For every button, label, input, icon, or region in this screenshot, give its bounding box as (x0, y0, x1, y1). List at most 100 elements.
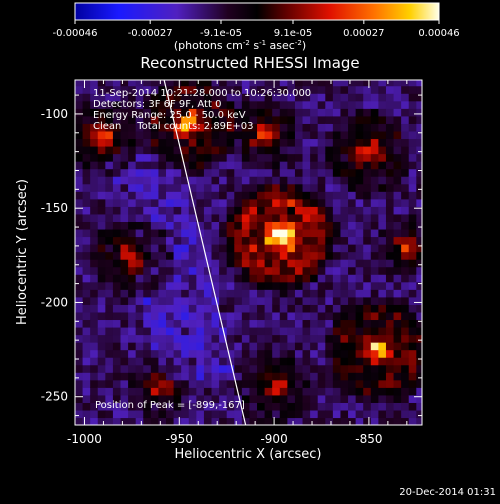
annotation-block: 11-Sep-2014 10:21:28.000 to 10:26:30.000… (93, 88, 311, 132)
heatmap-cell (211, 357, 220, 366)
heatmap-cell (355, 402, 364, 411)
heatmap-cell (401, 221, 410, 230)
heatmap-cell (75, 394, 84, 403)
heatmap-cell (143, 123, 152, 132)
heatmap-cell (219, 213, 228, 222)
heatmap-cell (325, 191, 334, 200)
heatmap-cell (416, 228, 422, 238)
heatmap-cell (249, 183, 258, 192)
heatmap-cell (332, 161, 342, 170)
heatmap-cell (378, 394, 387, 403)
heatmap-cell (150, 80, 160, 87)
heatmap-cell (249, 342, 258, 351)
heatmap-cell (302, 108, 311, 117)
heatmap-cell (203, 213, 213, 222)
heatmap-cell (332, 191, 342, 200)
heatmap-cell (249, 206, 258, 215)
heatmap-cell (370, 409, 379, 419)
heatmap-cell (128, 191, 137, 200)
heatmap-cell (90, 379, 99, 388)
heatmap-cell (105, 334, 114, 343)
heatmap-cell (385, 198, 395, 207)
heatmap-cell (150, 176, 160, 185)
heatmap-cell (203, 236, 213, 245)
heatmap-cell (294, 319, 304, 328)
heatmap-cell (302, 138, 311, 147)
heatmap-cell (135, 289, 144, 298)
heatmap-cell (150, 85, 160, 94)
heatmap-cell (416, 342, 422, 351)
heatmap-cell (408, 93, 417, 102)
heatmap-cell (310, 349, 319, 358)
heatmap-cell (302, 372, 311, 381)
heatmap-cell (370, 145, 379, 155)
heatmap-cell (332, 176, 342, 185)
heatmap-cell (355, 236, 364, 245)
heatmap-cell (302, 304, 311, 313)
heatmap-cell (249, 153, 258, 162)
heatmap-cell (97, 145, 106, 155)
heatmap-cell (188, 130, 197, 140)
heatmap-cell (249, 176, 258, 185)
heatmap-cell (105, 342, 114, 351)
heatmap-cell (166, 409, 175, 419)
heatmap-cell (196, 357, 205, 366)
heatmap-cell (310, 236, 319, 245)
heatmap-cell (97, 251, 106, 260)
heatmap-cell (188, 80, 197, 87)
heatmap-cell (211, 364, 220, 373)
heatmap-cell (279, 387, 288, 396)
heatmap-cell (128, 349, 137, 358)
heatmap-cell (211, 108, 220, 117)
heatmap-cell (363, 251, 372, 260)
y-axis-ticks: -100-150-200-250 (41, 94, 422, 417)
heatmap-cell (325, 326, 334, 336)
heatmap-cell (173, 138, 182, 147)
heatmap-cell (340, 138, 349, 147)
heatmap-cell (219, 379, 228, 388)
heatmap-cell (325, 130, 334, 140)
heatmap-cell (166, 161, 175, 170)
heatmap-cell (196, 311, 205, 321)
heatmap-cell (97, 319, 106, 328)
heatmap-cell (203, 387, 213, 396)
heatmap-cell (401, 289, 410, 298)
heatmap-cell (150, 161, 160, 170)
heatmap-cell (257, 342, 266, 351)
heatmap-cell (211, 130, 220, 140)
heatmap-cell (75, 130, 84, 140)
heatmap-cell (363, 304, 372, 313)
heatmap-cell (385, 123, 395, 132)
heatmap-cell (135, 296, 144, 305)
heatmap-cell (158, 80, 167, 87)
heatmap-cell (143, 296, 152, 305)
heatmap-cell (241, 221, 251, 230)
heatmap-cell (249, 372, 258, 381)
heatmap-cell (317, 236, 326, 245)
heatmap-cell (272, 379, 281, 388)
heatmap-cell (294, 191, 304, 200)
heatmap-cell (317, 387, 326, 396)
heatmap-cell (302, 213, 311, 222)
heatmap-cell (196, 130, 205, 140)
heatmap-cell (302, 176, 311, 185)
heatmap-cell (203, 349, 213, 358)
heatmap-cell (196, 206, 205, 215)
heatmap-cell (105, 244, 114, 253)
heatmap-cell (135, 387, 144, 396)
heatmap-cell (97, 304, 106, 313)
heatmap-cell (363, 183, 372, 192)
heatmap-cell (279, 394, 288, 403)
heatmap-cell (226, 161, 235, 170)
heatmap-cell (264, 274, 273, 283)
heatmap-cell (105, 100, 114, 109)
heatmap-cell (393, 168, 402, 177)
heatmap-cell (196, 394, 205, 403)
heatmap-cell (150, 183, 160, 192)
heatmap-cell (385, 183, 395, 192)
heatmap-cell (348, 334, 357, 343)
heatmap-cell (120, 145, 129, 155)
heatmap-cell (196, 183, 205, 192)
heatmap-cell (408, 326, 417, 336)
heatmap-cell (120, 100, 129, 109)
